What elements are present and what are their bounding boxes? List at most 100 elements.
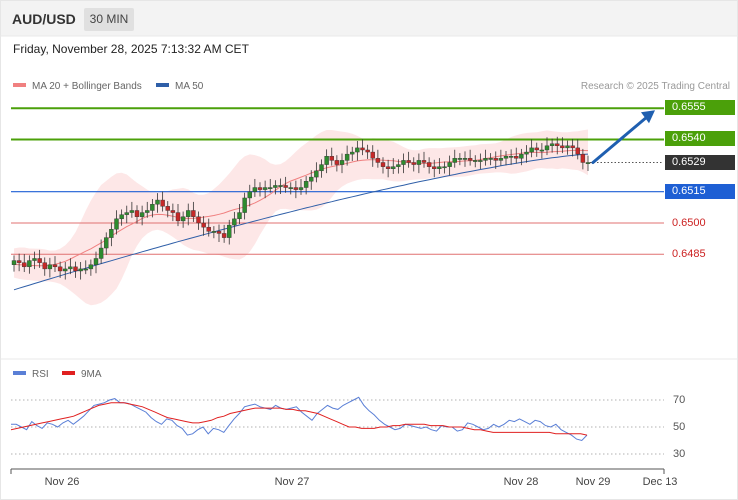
candle-up xyxy=(104,237,109,249)
candle-up xyxy=(539,149,545,152)
candle-up xyxy=(478,160,483,162)
candle-up xyxy=(11,260,17,265)
candle-up xyxy=(47,264,53,270)
candle-up xyxy=(462,158,468,160)
candle-up xyxy=(457,158,463,160)
candle-down xyxy=(52,264,58,268)
candle-up xyxy=(503,156,509,159)
candle-down xyxy=(534,147,539,151)
candle-down xyxy=(201,222,206,228)
candle-down xyxy=(360,147,365,151)
candle-up xyxy=(180,216,186,222)
rsi-legend-rsi: RSI xyxy=(13,369,49,380)
candle-down xyxy=(375,158,381,163)
candle-up xyxy=(544,145,550,151)
candle-up xyxy=(119,214,124,220)
candle-up xyxy=(473,160,478,162)
candle-down xyxy=(216,231,222,234)
candle-up xyxy=(498,158,504,161)
candle-up xyxy=(227,224,232,238)
legend-ma20-label: MA 20 + Bollinger Bands xyxy=(32,81,142,92)
candle-up xyxy=(211,231,217,233)
candle-up xyxy=(93,258,99,265)
level-label-support-1: 0.6500 xyxy=(672,217,706,229)
candle-down xyxy=(575,147,580,155)
candle-down xyxy=(432,166,437,169)
candle-down xyxy=(57,266,63,272)
rsi-line xyxy=(11,396,588,442)
legend-ma50: MA 50 xyxy=(156,81,203,92)
candle-up xyxy=(309,176,314,182)
legend-ma50-swatch xyxy=(156,83,169,88)
candle-up xyxy=(565,145,570,149)
candle-up xyxy=(437,166,442,169)
x-label-nov26: Nov 26 xyxy=(44,476,80,488)
candle-up xyxy=(303,181,309,188)
candle-down xyxy=(257,187,263,190)
candle-down xyxy=(16,260,22,263)
candle-up xyxy=(98,247,104,259)
forecast-arrow-shaft xyxy=(591,113,651,164)
x-label-dec13: Dec 13 xyxy=(642,476,678,488)
candle-down xyxy=(22,262,27,268)
candle-up xyxy=(139,212,145,217)
candle-down xyxy=(426,162,432,167)
candle-up xyxy=(186,210,191,217)
candle-down xyxy=(73,266,78,272)
candle-up xyxy=(488,158,493,160)
candle-down xyxy=(467,158,473,161)
candle-down xyxy=(406,160,411,163)
candle-down xyxy=(221,233,227,238)
candle-up xyxy=(508,156,514,158)
candle-down xyxy=(493,158,498,161)
candle-up xyxy=(78,268,83,272)
timeframe-badge[interactable]: 30 MIN xyxy=(84,8,134,31)
candle-up xyxy=(324,156,329,165)
candle-down xyxy=(570,145,575,149)
level-label-resistance-1: 0.6540 xyxy=(665,131,735,146)
candle-up xyxy=(442,166,447,169)
candle-up xyxy=(63,268,68,272)
candle-up xyxy=(32,258,37,261)
candle-up xyxy=(549,143,555,146)
legend-ma20-swatch xyxy=(13,83,26,88)
candle-up xyxy=(145,210,150,213)
x-label-nov28: Nov 28 xyxy=(503,476,539,488)
forecast-arrow-head xyxy=(641,110,655,124)
candle-up xyxy=(232,218,237,226)
legend-ma50-label: MA 50 xyxy=(175,81,204,92)
rsi-tick-70: 70 xyxy=(673,394,686,406)
candle-up xyxy=(350,151,355,155)
level-label-support-2: 0.6485 xyxy=(672,248,706,260)
candle-down xyxy=(365,149,370,153)
candle-down xyxy=(191,210,196,217)
candle-up xyxy=(319,164,324,172)
candle-down xyxy=(411,162,416,165)
rsi-legend-ma: 9MA xyxy=(62,369,102,380)
candle-up xyxy=(109,229,114,238)
chart-datetime: Friday, November 28, 2025 7:13:32 AM CET xyxy=(13,42,249,56)
candle-down xyxy=(175,212,181,222)
candle-up xyxy=(262,187,268,190)
symbol-label: AUD/USD xyxy=(12,11,76,27)
rsi-legend-ma-label: 9MA xyxy=(81,369,102,380)
candle-up xyxy=(83,268,88,271)
level-label-pivot: 0.6515 xyxy=(665,184,735,199)
candle-down xyxy=(37,258,42,263)
candle-up xyxy=(129,210,135,213)
candle-up xyxy=(355,147,360,153)
candle-up xyxy=(391,166,396,169)
candle-down xyxy=(160,199,165,207)
candle-up xyxy=(114,218,119,230)
candle-up xyxy=(237,212,242,220)
candle-up xyxy=(247,191,252,199)
candle-down xyxy=(385,166,391,169)
ma50-line xyxy=(13,153,589,291)
candle-up xyxy=(124,212,129,215)
candle-up xyxy=(150,204,155,211)
candle-down xyxy=(206,226,211,232)
candle-up xyxy=(585,162,591,164)
candle-up xyxy=(278,185,283,187)
candle-up xyxy=(252,187,258,192)
candle-up xyxy=(242,197,247,213)
